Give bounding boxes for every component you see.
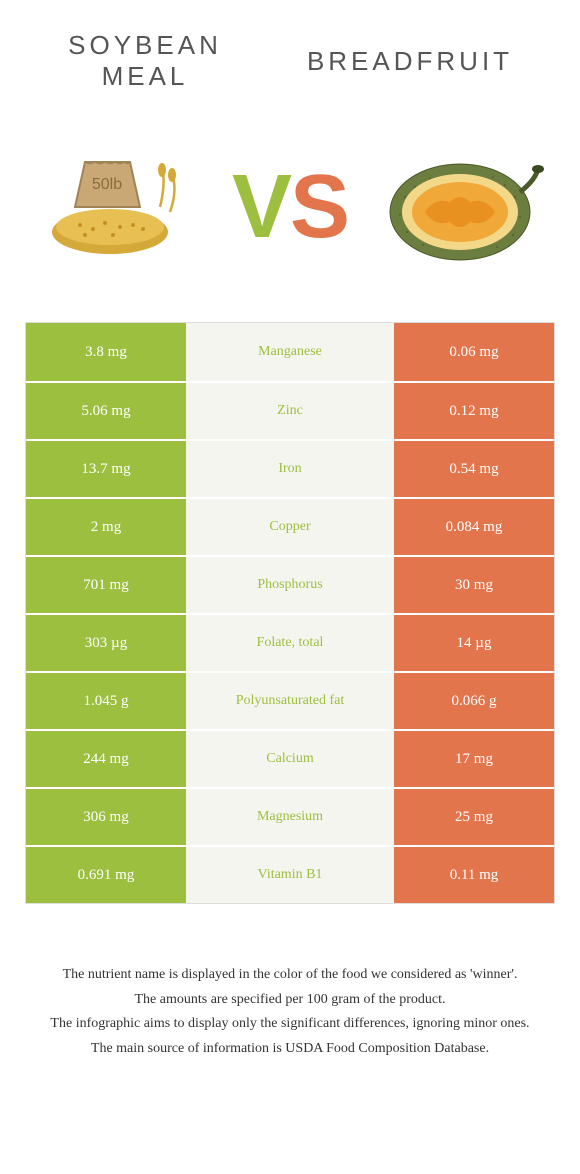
right-value-cell: 0.084 mg <box>394 497 554 555</box>
nutrient-label-cell: Phosphorus <box>186 555 394 613</box>
footer-line-4: The main source of information is USDA F… <box>45 1038 535 1060</box>
nutrient-label-cell: Zinc <box>186 381 394 439</box>
left-food-image: 50lb <box>35 132 205 282</box>
title-row: SOYBEAN MEAL BREADFRUIT <box>25 30 555 92</box>
nutrient-label-cell: Vitamin B1 <box>186 845 394 903</box>
table-row: 3.8 mgManganese0.06 mg <box>26 323 554 381</box>
right-value-cell: 0.066 g <box>394 671 554 729</box>
table-row: 2 mgCopper0.084 mg <box>26 497 554 555</box>
vs-v: V <box>232 157 290 257</box>
right-value-cell: 17 mg <box>394 729 554 787</box>
left-value-cell: 306 mg <box>26 787 186 845</box>
nutrient-label-cell: Polyunsaturated fat <box>186 671 394 729</box>
left-value-cell: 3.8 mg <box>26 323 186 381</box>
svg-text:50lb: 50lb <box>92 176 122 193</box>
nutrient-label-cell: Calcium <box>186 729 394 787</box>
left-food-title: SOYBEAN MEAL <box>45 30 245 92</box>
nutrient-label-cell: Folate, total <box>186 613 394 671</box>
right-value-cell: 0.12 mg <box>394 381 554 439</box>
footer-line-2: The amounts are specified per 100 gram o… <box>45 989 535 1011</box>
nutrient-table: 3.8 mgManganese0.06 mg5.06 mgZinc0.12 mg… <box>25 322 555 904</box>
right-value-cell: 0.06 mg <box>394 323 554 381</box>
right-value-cell: 25 mg <box>394 787 554 845</box>
footer-notes: The nutrient name is displayed in the co… <box>25 964 555 1092</box>
nutrient-label-cell: Magnesium <box>186 787 394 845</box>
table-row: 303 µgFolate, total14 µg <box>26 613 554 671</box>
table-row: 1.045 gPolyunsaturated fat0.066 g <box>26 671 554 729</box>
right-value-cell: 14 µg <box>394 613 554 671</box>
nutrient-label-cell: Copper <box>186 497 394 555</box>
left-value-cell: 303 µg <box>26 613 186 671</box>
left-value-cell: 5.06 mg <box>26 381 186 439</box>
infographic-container: SOYBEAN MEAL BREADFRUIT 50lb <box>0 0 580 1092</box>
footer-line-3: The infographic aims to display only the… <box>45 1013 535 1035</box>
footer-line-1: The nutrient name is displayed in the co… <box>45 964 535 986</box>
left-value-cell: 2 mg <box>26 497 186 555</box>
left-value-cell: 0.691 mg <box>26 845 186 903</box>
table-row: 244 mgCalcium17 mg <box>26 729 554 787</box>
left-value-cell: 13.7 mg <box>26 439 186 497</box>
vs-label: VS <box>232 156 348 259</box>
title-left-line2: MEAL <box>45 61 245 92</box>
left-value-cell: 701 mg <box>26 555 186 613</box>
vs-row: 50lb VS <box>25 132 555 282</box>
right-value-cell: 30 mg <box>394 555 554 613</box>
nutrient-label-cell: Manganese <box>186 323 394 381</box>
table-row: 13.7 mgIron0.54 mg <box>26 439 554 497</box>
right-food-image <box>375 132 545 282</box>
title-left-line1: SOYBEAN <box>45 30 245 61</box>
right-value-cell: 0.11 mg <box>394 845 554 903</box>
right-value-cell: 0.54 mg <box>394 439 554 497</box>
table-row: 0.691 mgVitamin B10.11 mg <box>26 845 554 903</box>
nutrient-label-cell: Iron <box>186 439 394 497</box>
vs-s: S <box>290 157 348 257</box>
table-row: 306 mgMagnesium25 mg <box>26 787 554 845</box>
left-value-cell: 244 mg <box>26 729 186 787</box>
table-row: 5.06 mgZinc0.12 mg <box>26 381 554 439</box>
right-food-title: BREADFRUIT <box>285 46 535 77</box>
left-value-cell: 1.045 g <box>26 671 186 729</box>
table-row: 701 mgPhosphorus30 mg <box>26 555 554 613</box>
